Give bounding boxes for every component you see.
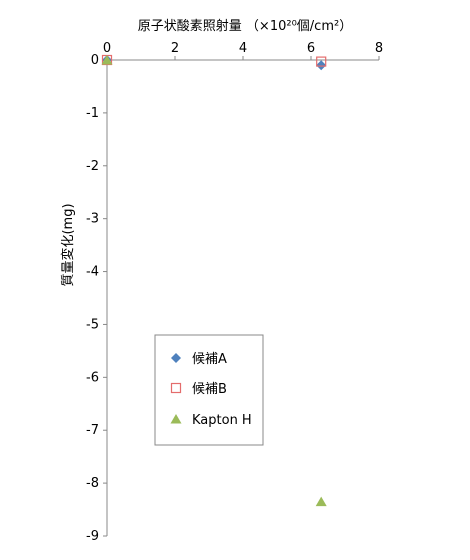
y-tick-label: -9: [86, 529, 99, 544]
x-tick-label: 0: [103, 41, 111, 56]
y-tick-label: -7: [86, 423, 99, 438]
data-point: [101, 55, 113, 65]
y-tick-label: -3: [86, 212, 99, 227]
legend-marker: [170, 382, 182, 394]
y-tick-label: -2: [86, 159, 99, 174]
y-axis-title: 質量変化(mg): [60, 203, 76, 286]
legend-label: 候補A: [192, 352, 227, 367]
y-tick-label: -8: [86, 476, 99, 491]
y-tick-label: 0: [91, 53, 99, 68]
data-point: [316, 56, 327, 67]
x-tick-label: 6: [307, 41, 315, 56]
x-tick-label: 8: [375, 41, 383, 56]
x-tick-label: 2: [171, 41, 179, 56]
legend-box: [154, 334, 264, 446]
y-tick-label: -4: [86, 265, 99, 280]
y-tick-label: -6: [86, 370, 99, 385]
legend-label: Kapton H: [192, 413, 252, 428]
legend-label: 候補B: [192, 382, 227, 397]
data-point: [316, 60, 327, 71]
y-axis-ticks: 0 -1 -2 -3 -4 -5 -6 -7 -8 -9: [86, 53, 107, 544]
x-tick-label: 4: [239, 41, 247, 56]
x-axis-ticks: 0 2 4 6 8: [103, 41, 383, 60]
data-point: [315, 496, 327, 507]
x-axis-title: 原子状酸素照射量 （×10²⁰個/cm²）: [138, 18, 352, 34]
y-tick-label: -1: [86, 106, 99, 121]
legend-marker: [171, 353, 181, 363]
data-points: [101, 54, 327, 507]
y-tick-label: -5: [86, 317, 99, 332]
legend: 候補A 候補B Kapton H: [154, 334, 264, 446]
legend-marker: [170, 414, 182, 424]
